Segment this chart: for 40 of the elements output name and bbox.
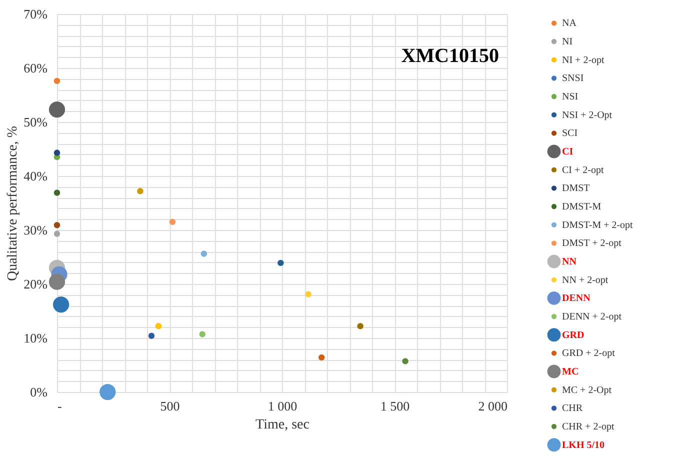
y-tick-label: 70% [24,6,48,22]
legend-label: DMST-M + 2-opt [562,220,634,231]
y-tick-label: 60% [24,60,48,76]
legend-label: NN + 2-opt [562,274,608,286]
y-tick-label: 10% [24,330,48,346]
legend-label: DENN + 2-opt [562,312,622,322]
y-tick-label: 20% [24,276,48,292]
y-tick-label: 30% [24,222,48,238]
legend-label: DMST [562,183,590,194]
y-axis-title: Qualitative performance, % [6,126,21,282]
legend-label: SCI [562,128,578,140]
y-tick-label: 0% [30,384,48,400]
legend-label: CI + 2-opt [562,164,604,176]
text: XMC10150 [401,45,499,67]
x-tick-label: - [58,398,62,414]
legend-label: SNSI [562,73,584,84]
legend-label: DMST + 2-opt [562,238,622,250]
x-tick-label: 500 [160,398,180,414]
legend-label: CHR + 2-opt [562,422,615,432]
legend-label: MC [562,366,579,378]
legend-label: DMST-M [562,202,602,212]
y-tick-label: 40% [24,168,48,184]
legend-label: NA [562,18,578,30]
x-tick-label: 1 000 [268,398,298,414]
legend-label: GRD [562,330,584,341]
legend-label: CI [562,146,574,158]
y-tick-label: 50% [24,114,48,130]
x-axis-title: Time, sec [256,418,310,432]
legend-label: NSI [562,92,578,102]
legend-label: NI [562,36,573,48]
legend-label: GRD + 2-opt [562,348,616,360]
legend-label: LKH 5/10 [562,440,605,451]
legend-label: NSI + 2-Opt [562,110,612,121]
legend-label: CHR [562,403,583,414]
legend-label: MC + 2-Opt [562,384,612,396]
legend-label: NN [562,256,578,268]
legend-label: DENN [562,293,592,304]
legend-label: NI + 2-opt [562,54,605,66]
x-tick-label: 2 000 [478,398,508,414]
x-tick-label: 1 500 [380,398,410,414]
